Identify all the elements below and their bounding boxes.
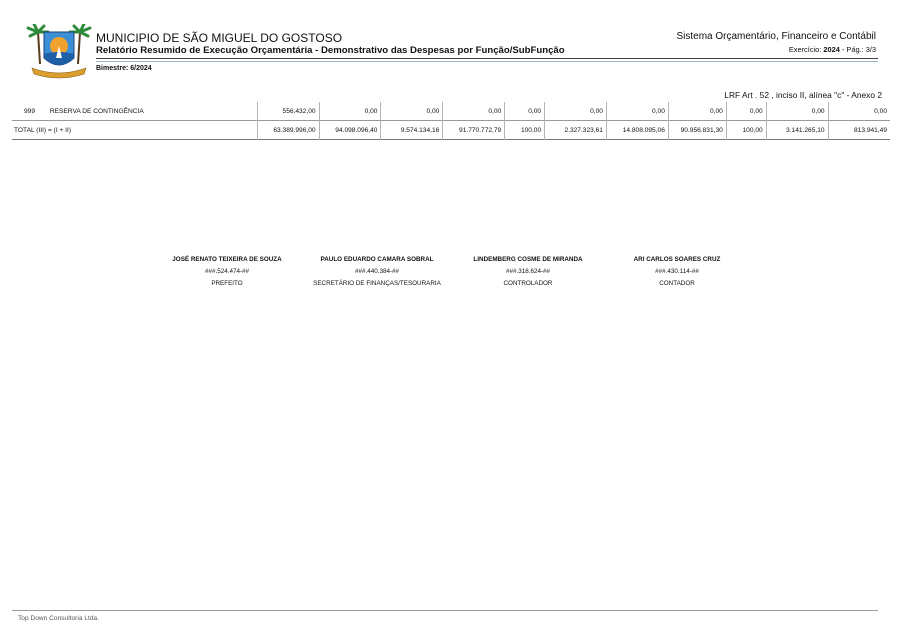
page-number: - Pág.: 3/3 [841, 45, 876, 54]
row-label-cell: 999 RESERVA DE CONTINGÊNCIA [12, 102, 257, 121]
exercise-label: Exercício: [788, 45, 822, 54]
table-cell: 9.574.134,16 [380, 120, 443, 140]
expenses-table: 999 RESERVA DE CONTINGÊNCIA 556.432,00 0… [12, 102, 890, 140]
total-row: TOTAL (III) = (I + II) 63.389.996,00 94.… [12, 120, 890, 140]
table-cell: 813.941,49 [827, 120, 890, 140]
table-cell: 0,00 [504, 102, 545, 121]
signatory-cpf: ###.440.384-## [354, 268, 400, 275]
signature-block-prefeito: JOSÉ RENATO TEIXEIRA DE SOUZA ###.524.47… [142, 256, 312, 287]
system-name: Sistema Orçamentário, Financeiro e Contá… [676, 31, 876, 42]
signatory-name: LINDEMBERG COSME DE MIRANDA [473, 256, 583, 263]
signatory-cpf: ###.430.114-## [655, 268, 699, 275]
total-label: TOTAL (III) = (I + II) [14, 126, 72, 134]
table-cell: 0,00 [442, 102, 505, 121]
table-row: 999 RESERVA DE CONTINGÊNCIA 556.432,00 0… [12, 102, 890, 121]
footer-divider [12, 610, 878, 611]
table-cell: 0,00 [667, 102, 727, 121]
signatory-cpf: ###.318.624-## [505, 268, 551, 275]
table-cell: 0,00 [318, 102, 381, 121]
table-cell: 0,00 [605, 102, 669, 121]
municipality-name: MUNICIPIO DE SÃO MIGUEL DO GOSTOSO [96, 31, 343, 45]
exercise-year: 2024 [823, 45, 840, 54]
table-cell: 0,00 [765, 102, 829, 121]
exercise-page-info: Exercício: 2024 - Pág.: 3/3 [789, 45, 876, 54]
header-divider-accent [96, 61, 878, 62]
lrf-reference: LRF Art . 52 , inciso II, alínea "c" - A… [724, 90, 882, 100]
function-name: RESERVA DE CONTINGÊNCIA [49, 107, 144, 115]
signatory-role: SECRETÁRIO DE FINANÇAS/TESOURARIA [313, 280, 441, 287]
signatory-name: ARI CARLOS SOARES CRUZ [633, 256, 721, 263]
footer-company: Top Down Consultoria Ltda. [18, 615, 100, 622]
table-cell: 556.432,00 [256, 102, 320, 121]
table-cell: 100,00 [504, 120, 545, 140]
signature-block-controlador: LINDEMBERG COSME DE MIRANDA ###.318.624-… [443, 256, 613, 287]
table-cell: 2.327.323,61 [544, 120, 607, 140]
signatory-role: CONTADOR [659, 280, 695, 287]
signatory-name: PAULO EDUARDO CAMARA SOBRAL [320, 256, 434, 263]
table-cell: 0,00 [827, 102, 890, 121]
signatory-role: PREFEITO [211, 280, 243, 287]
signatory-role: CONTROLADOR [503, 280, 553, 287]
table-cell: 0,00 [725, 102, 767, 121]
table-cell: 63.389.996,00 [256, 120, 320, 140]
signature-block-contador: ARI CARLOS SOARES CRUZ ###.430.114-## CO… [592, 256, 762, 287]
table-cell: 0,00 [544, 102, 607, 121]
table-cell: 94.098.096,40 [318, 120, 381, 140]
table-cell: 0,00 [380, 102, 443, 121]
signatory-cpf: ###.524.474-## [204, 268, 250, 275]
function-code: 999 [24, 107, 36, 115]
signature-block-secretario: PAULO EDUARDO CAMARA SOBRAL ###.440.384-… [292, 256, 462, 287]
municipality-coat-of-arms-logo [26, 22, 92, 80]
table-cell: 91.770.772,79 [442, 120, 505, 140]
report-title: Relatório Resumido de Execução Orçamentá… [96, 45, 565, 56]
signatory-name: JOSÉ RENATO TEIXEIRA DE SOUZA [172, 256, 282, 263]
table-cell: 3.141.265,10 [765, 120, 829, 140]
table-cell: 90.956.831,30 [667, 120, 727, 140]
table-cell: 100,00 [725, 120, 767, 140]
bimestre-label: Bimestre: 6/2024 [96, 65, 152, 72]
table-cell: 14.808.095,06 [605, 120, 669, 140]
header-divider [96, 58, 878, 59]
